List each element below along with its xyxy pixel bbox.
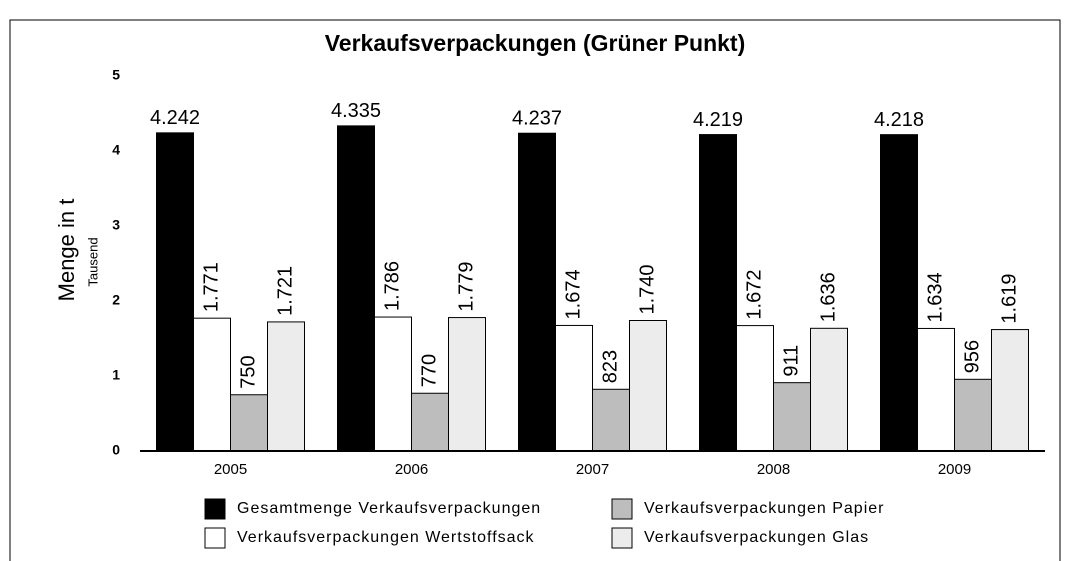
bar: [411, 392, 449, 452]
legend-swatch: [611, 498, 633, 520]
data-label: 1.674: [562, 269, 584, 319]
bar: [337, 125, 375, 452]
bar: [954, 378, 992, 452]
legend-label: Gesamtmenge Verkaufsverpackungen: [237, 500, 541, 517]
data-label: 1.636: [817, 272, 839, 322]
bar: [880, 134, 918, 452]
bar: [736, 325, 774, 452]
bar: [193, 317, 231, 452]
bar: [230, 394, 268, 452]
data-label: 1.634: [924, 272, 946, 322]
x-tick-label: 2005: [214, 461, 247, 478]
data-label: 4.237: [512, 108, 562, 130]
data-label: 4.219: [693, 109, 743, 131]
y-axis-label: Menge in t: [54, 199, 79, 302]
bar: [592, 388, 630, 452]
data-label: 1.786: [381, 261, 403, 311]
bar: [267, 321, 305, 452]
data-label: 823: [599, 350, 621, 383]
chart-frame: [9, 19, 1061, 561]
data-label: 4.218: [874, 109, 924, 131]
y-tick-label: 5: [112, 67, 120, 83]
y-tick-label: 4: [112, 142, 120, 158]
bar: [810, 327, 848, 452]
x-tick-label: 2008: [757, 461, 790, 478]
x-tick-label: 2009: [938, 461, 971, 478]
legend-swatch: [204, 498, 226, 520]
legend-label: Verkaufsverpackungen Wertstoffsack: [237, 529, 535, 546]
legend-swatch: [611, 527, 633, 549]
data-label: 4.242: [150, 107, 200, 129]
y-tick-label: 0: [112, 442, 120, 458]
data-label: 1.619: [998, 274, 1020, 324]
legend-swatch: [204, 527, 226, 549]
legend-label: Verkaufsverpackungen Papier: [644, 500, 884, 517]
legend-label: Verkaufsverpackungen Glas: [644, 529, 869, 546]
y-axis-unit: Tausend: [85, 237, 100, 286]
y-tick-label: 1: [112, 367, 120, 383]
bar: [991, 329, 1029, 452]
chart-title: Verkaufsverpackungen (Grüner Punkt): [325, 30, 746, 56]
y-tick-label: 2: [112, 292, 120, 308]
data-label: 1.672: [743, 270, 765, 320]
bar: [156, 132, 194, 452]
data-label: 770: [418, 354, 440, 387]
data-label: 1.740: [636, 264, 658, 314]
data-label: 1.779: [455, 262, 477, 312]
bar: [448, 317, 486, 452]
x-tick-label: 2006: [395, 461, 428, 478]
bar: [773, 382, 811, 452]
bar: [699, 134, 737, 452]
bar: [917, 327, 955, 452]
bar: [518, 132, 556, 452]
bar: [629, 320, 667, 452]
data-label: 1.721: [274, 266, 296, 316]
x-tick-label: 2007: [576, 461, 609, 478]
data-label: 750: [237, 355, 259, 388]
y-tick-label: 3: [112, 217, 120, 233]
data-label: 911: [780, 345, 802, 377]
bar: [555, 324, 593, 452]
bar: [374, 316, 412, 452]
data-label: 4.335: [331, 100, 381, 122]
data-label: 1.771: [200, 262, 222, 312]
data-label: 956: [961, 340, 983, 373]
